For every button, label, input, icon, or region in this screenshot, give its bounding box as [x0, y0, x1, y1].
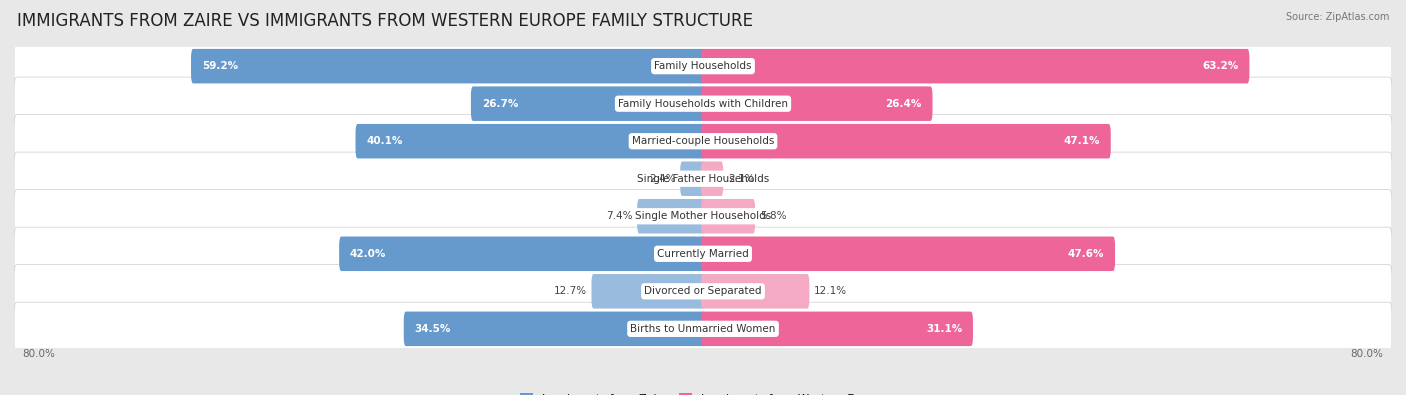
FancyBboxPatch shape: [14, 190, 1392, 243]
Text: 40.1%: 40.1%: [367, 136, 402, 146]
Text: Births to Unmarried Women: Births to Unmarried Women: [630, 324, 776, 334]
Text: 2.1%: 2.1%: [728, 174, 755, 184]
FancyBboxPatch shape: [339, 237, 706, 271]
Legend: Immigrants from Zaire, Immigrants from Western Europe: Immigrants from Zaire, Immigrants from W…: [515, 389, 891, 395]
Text: 12.7%: 12.7%: [554, 286, 586, 296]
Text: IMMIGRANTS FROM ZAIRE VS IMMIGRANTS FROM WESTERN EUROPE FAMILY STRUCTURE: IMMIGRANTS FROM ZAIRE VS IMMIGRANTS FROM…: [17, 12, 752, 30]
Text: 47.1%: 47.1%: [1063, 136, 1099, 146]
Text: 26.4%: 26.4%: [886, 99, 922, 109]
Text: 59.2%: 59.2%: [202, 61, 238, 71]
FancyBboxPatch shape: [14, 227, 1392, 280]
Text: Single Mother Households: Single Mother Households: [636, 211, 770, 221]
Text: 47.6%: 47.6%: [1067, 249, 1104, 259]
Text: Source: ZipAtlas.com: Source: ZipAtlas.com: [1285, 12, 1389, 22]
FancyBboxPatch shape: [637, 199, 706, 233]
Text: 12.1%: 12.1%: [814, 286, 848, 296]
Text: Family Households with Children: Family Households with Children: [619, 99, 787, 109]
Text: 2.4%: 2.4%: [650, 174, 675, 184]
Text: Single Father Households: Single Father Households: [637, 174, 769, 184]
FancyBboxPatch shape: [700, 49, 1250, 83]
Text: 80.0%: 80.0%: [1350, 350, 1384, 359]
Text: 26.7%: 26.7%: [482, 99, 517, 109]
FancyBboxPatch shape: [700, 312, 973, 346]
Text: 5.8%: 5.8%: [759, 211, 786, 221]
FancyBboxPatch shape: [700, 274, 810, 308]
FancyBboxPatch shape: [14, 40, 1392, 93]
FancyBboxPatch shape: [14, 77, 1392, 130]
FancyBboxPatch shape: [700, 87, 932, 121]
Text: 31.1%: 31.1%: [927, 324, 962, 334]
FancyBboxPatch shape: [700, 199, 755, 233]
Text: Divorced or Separated: Divorced or Separated: [644, 286, 762, 296]
Text: Currently Married: Currently Married: [657, 249, 749, 259]
FancyBboxPatch shape: [14, 302, 1392, 356]
FancyBboxPatch shape: [14, 152, 1392, 205]
FancyBboxPatch shape: [14, 115, 1392, 168]
FancyBboxPatch shape: [681, 162, 706, 196]
FancyBboxPatch shape: [356, 124, 706, 158]
FancyBboxPatch shape: [404, 312, 706, 346]
FancyBboxPatch shape: [592, 274, 706, 308]
FancyBboxPatch shape: [700, 237, 1115, 271]
Text: Family Households: Family Households: [654, 61, 752, 71]
FancyBboxPatch shape: [700, 162, 723, 196]
FancyBboxPatch shape: [700, 124, 1111, 158]
Text: 7.4%: 7.4%: [606, 211, 633, 221]
FancyBboxPatch shape: [191, 49, 706, 83]
Text: Married-couple Households: Married-couple Households: [631, 136, 775, 146]
Text: 80.0%: 80.0%: [22, 350, 56, 359]
Text: 34.5%: 34.5%: [415, 324, 451, 334]
Text: 42.0%: 42.0%: [350, 249, 387, 259]
FancyBboxPatch shape: [14, 265, 1392, 318]
FancyBboxPatch shape: [471, 87, 706, 121]
Text: 63.2%: 63.2%: [1202, 61, 1239, 71]
